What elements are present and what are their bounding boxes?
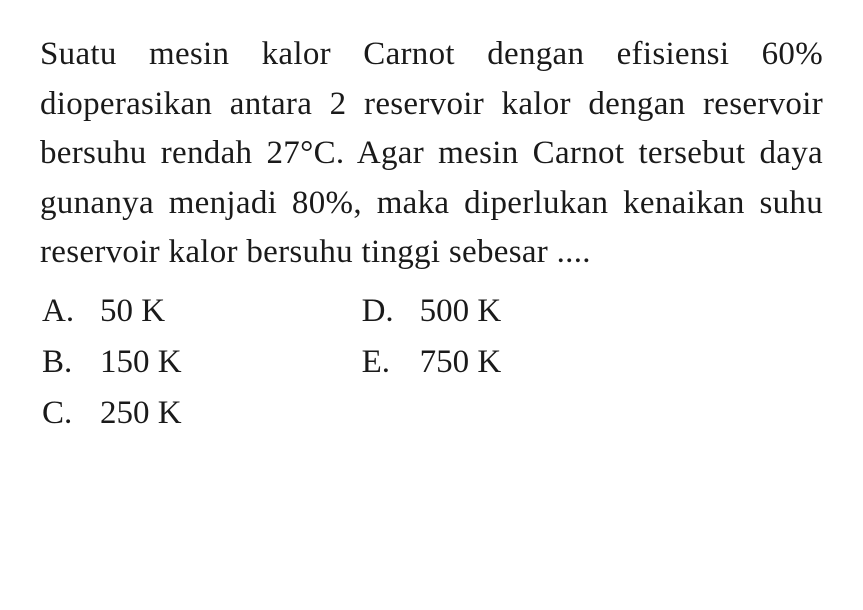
option-value: 250 K xyxy=(100,388,182,439)
option-e: E. 750 K xyxy=(362,337,502,388)
question-text: Suatu mesin kalor Carnot dengan efisiens… xyxy=(40,30,823,278)
option-b: B. 150 K xyxy=(42,337,182,388)
option-c: C. 250 K xyxy=(42,388,182,439)
options-container: A. 50 K B. 150 K C. 250 K D. 500 K E. 75… xyxy=(40,286,823,439)
option-letter: E. xyxy=(362,337,420,388)
option-value: 50 K xyxy=(100,286,165,337)
option-letter: A. xyxy=(42,286,100,337)
option-value: 750 K xyxy=(420,337,502,388)
option-a: A. 50 K xyxy=(42,286,182,337)
option-value: 500 K xyxy=(420,286,502,337)
option-letter: B. xyxy=(42,337,100,388)
option-letter: D. xyxy=(362,286,420,337)
option-d: D. 500 K xyxy=(362,286,502,337)
options-column-left: A. 50 K B. 150 K C. 250 K xyxy=(42,286,182,439)
option-value: 150 K xyxy=(100,337,182,388)
option-letter: C. xyxy=(42,388,100,439)
options-column-right: D. 500 K E. 750 K xyxy=(362,286,502,439)
